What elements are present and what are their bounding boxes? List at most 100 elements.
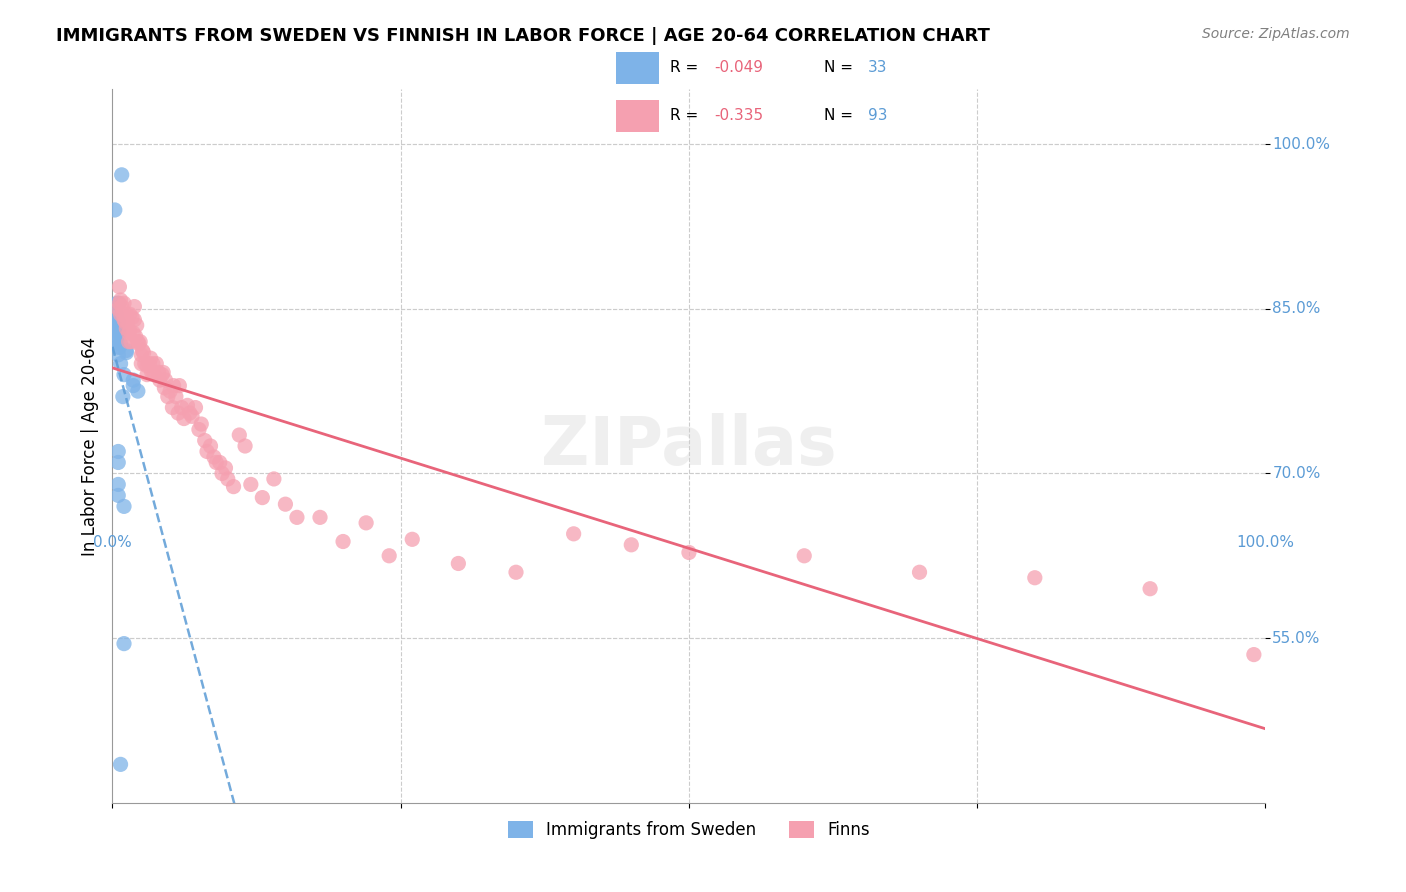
Point: [505, 566, 527, 580]
Text: R =: R =: [671, 109, 703, 123]
Point: [107, 348, 129, 362]
Point: [132, 345, 155, 359]
Text: N =: N =: [824, 61, 858, 75]
Point: [150, 368, 173, 382]
Point: [129, 334, 152, 349]
Point: [309, 510, 332, 524]
Point: [156, 390, 179, 404]
Text: IMMIGRANTS FROM SWEDEN VS FINNISH IN LABOR FORCE | AGE 20-64 CORRELATION CHART: IMMIGRANTS FROM SWEDEN VS FINNISH IN LAB…: [56, 27, 990, 45]
FancyBboxPatch shape: [616, 52, 659, 84]
Point: [401, 533, 423, 547]
Point: [108, 340, 131, 354]
Text: 100.0%: 100.0%: [1236, 535, 1295, 550]
Point: [111, 168, 134, 182]
Point: [105, 312, 128, 326]
Point: [190, 417, 212, 431]
Point: [202, 450, 225, 464]
Point: [129, 348, 153, 362]
Point: [136, 368, 159, 382]
Point: [117, 326, 139, 340]
Point: [188, 423, 211, 437]
Point: [211, 467, 233, 481]
Point: [142, 357, 165, 371]
Point: [104, 202, 127, 217]
Point: [908, 566, 931, 580]
Point: [124, 329, 146, 343]
Point: [155, 373, 177, 387]
Point: [138, 357, 160, 371]
Point: [115, 307, 138, 321]
Point: [149, 373, 172, 387]
Point: [107, 324, 129, 338]
Point: [332, 534, 354, 549]
Point: [793, 549, 815, 563]
Point: [111, 390, 134, 404]
Point: [110, 337, 132, 351]
Point: [222, 480, 245, 494]
Point: [169, 378, 191, 392]
Point: [134, 357, 156, 371]
Point: [274, 497, 297, 511]
Text: R =: R =: [671, 61, 703, 75]
Point: [136, 359, 159, 373]
Text: 70.0%: 70.0%: [1272, 466, 1320, 481]
Point: [233, 439, 256, 453]
Point: [110, 307, 132, 321]
Point: [110, 757, 132, 772]
Point: [112, 296, 135, 310]
Point: [162, 378, 184, 392]
Point: [107, 455, 129, 469]
Point: [112, 500, 135, 514]
Point: [112, 637, 135, 651]
Point: [205, 455, 228, 469]
Point: [117, 315, 139, 329]
Point: [118, 324, 141, 338]
Point: [228, 428, 250, 442]
Point: [562, 526, 585, 541]
Point: [108, 326, 131, 340]
Point: [252, 491, 274, 505]
Point: [173, 411, 195, 425]
Point: [354, 516, 377, 530]
Text: N =: N =: [824, 109, 858, 123]
FancyBboxPatch shape: [616, 100, 659, 132]
Point: [378, 549, 401, 563]
Point: [121, 310, 143, 325]
Point: [107, 315, 129, 329]
Text: 93: 93: [868, 109, 887, 123]
Point: [122, 378, 145, 392]
Point: [104, 321, 127, 335]
Point: [184, 401, 207, 415]
Point: [108, 296, 131, 310]
Point: [107, 488, 129, 502]
Point: [115, 321, 138, 335]
Point: [110, 357, 132, 371]
Point: [176, 398, 198, 412]
Point: [181, 409, 204, 424]
Point: [143, 368, 166, 382]
Text: 100.0%: 100.0%: [1272, 136, 1330, 152]
Point: [129, 357, 153, 371]
Point: [104, 333, 127, 347]
Point: [111, 300, 134, 314]
Point: [153, 381, 176, 395]
Point: [115, 345, 138, 359]
Point: [167, 406, 190, 420]
Point: [105, 334, 128, 349]
Point: [1024, 571, 1046, 585]
Point: [263, 472, 285, 486]
Point: [104, 307, 127, 321]
Point: [139, 351, 162, 366]
Point: [165, 390, 187, 404]
Point: [117, 334, 139, 349]
Point: [114, 315, 136, 329]
Point: [105, 296, 128, 310]
Point: [122, 373, 145, 387]
Point: [124, 312, 146, 326]
Point: [152, 366, 174, 380]
Text: 85.0%: 85.0%: [1272, 301, 1320, 317]
Point: [107, 444, 129, 458]
Text: ZIPallas: ZIPallas: [541, 413, 837, 479]
Point: [1139, 582, 1161, 596]
Point: [214, 461, 236, 475]
